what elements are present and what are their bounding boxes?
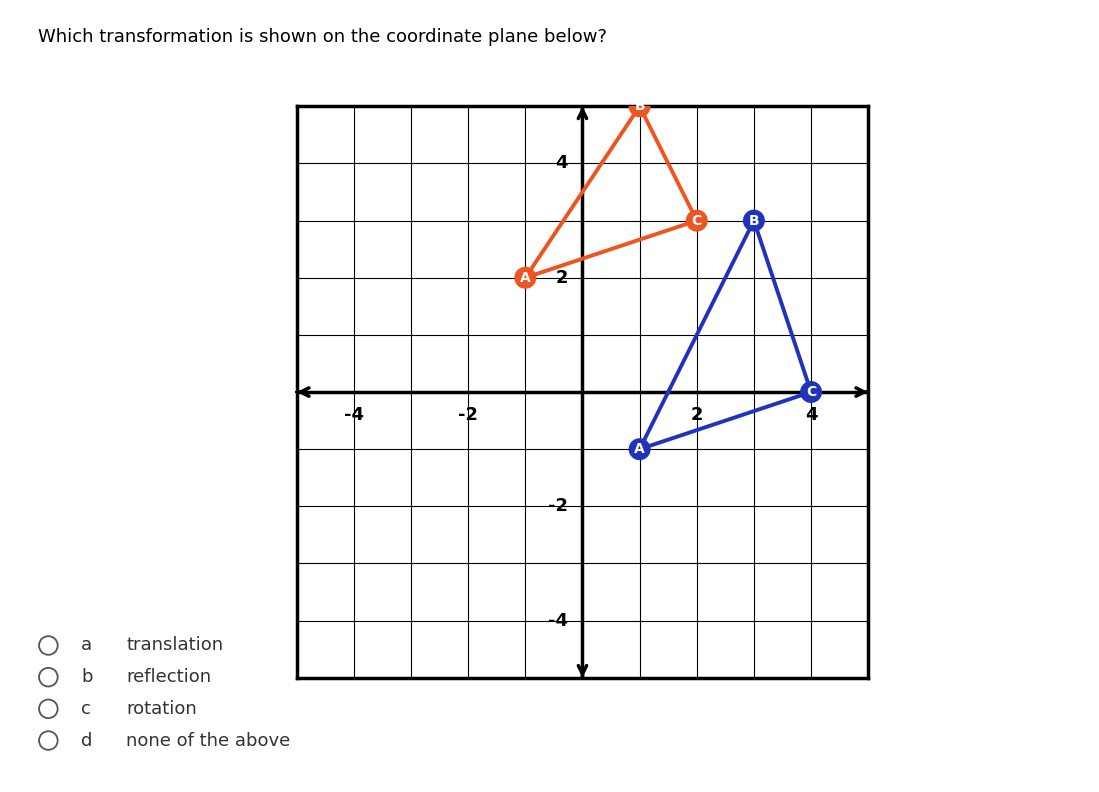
Circle shape — [630, 439, 650, 459]
Circle shape — [744, 211, 764, 231]
Text: none of the above: none of the above — [126, 732, 290, 749]
Text: a: a — [81, 637, 92, 654]
Text: B: B — [634, 99, 645, 113]
Circle shape — [630, 96, 650, 116]
Text: translation: translation — [126, 637, 223, 654]
Text: b: b — [81, 668, 92, 686]
Text: reflection: reflection — [126, 668, 211, 686]
Text: A: A — [634, 442, 645, 456]
Circle shape — [687, 211, 707, 231]
Text: 2: 2 — [556, 268, 568, 287]
Text: C: C — [691, 214, 702, 227]
Text: 4: 4 — [556, 154, 568, 173]
Text: A: A — [520, 271, 531, 285]
Text: -4: -4 — [548, 611, 568, 630]
Text: Which transformation is shown on the coordinate plane below?: Which transformation is shown on the coo… — [38, 28, 608, 46]
Text: -2: -2 — [548, 497, 568, 516]
Circle shape — [515, 268, 535, 288]
Text: 4: 4 — [804, 406, 818, 425]
Text: c: c — [81, 700, 91, 718]
Text: d: d — [81, 732, 92, 749]
Text: B: B — [748, 214, 759, 227]
Circle shape — [801, 382, 821, 402]
Text: -2: -2 — [458, 406, 478, 425]
Text: C: C — [806, 385, 817, 399]
Text: -4: -4 — [344, 406, 364, 425]
Text: rotation: rotation — [126, 700, 197, 718]
Text: 2: 2 — [690, 406, 703, 425]
